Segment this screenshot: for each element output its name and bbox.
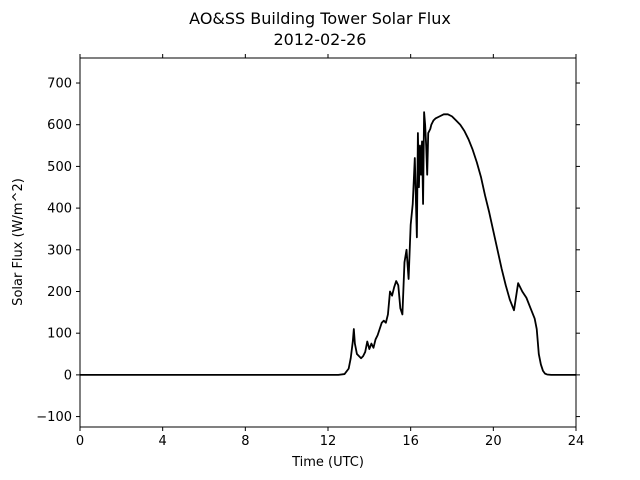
x-tick-label: 0 <box>76 434 84 449</box>
y-axis-label: Solar Flux (W/m^2) <box>11 178 26 306</box>
y-tick-label: 300 <box>47 243 72 258</box>
y-tick-label: 500 <box>47 160 72 175</box>
plot-area: 0 4 8 12 16 20 24 −100 0 100 200 300 400 500 600 700 <box>36 54 584 449</box>
y-tick-label: 200 <box>47 285 72 300</box>
x-tick-label: 12 <box>320 434 337 449</box>
x-tick-label: 16 <box>402 434 419 449</box>
y-tick-label: 0 <box>64 368 72 383</box>
x-tick-label: 20 <box>485 434 502 449</box>
x-tick-label: 8 <box>241 434 249 449</box>
x-tick-label: 24 <box>568 434 585 449</box>
x-axis-label: Time (UTC) <box>291 455 364 470</box>
y-tick-label: −100 <box>36 410 72 425</box>
y-tick-label: 600 <box>47 118 72 133</box>
y-tick-label: 400 <box>47 202 72 217</box>
chart-title: AO&SS Building Tower Solar Flux <box>189 9 451 28</box>
y-tick-label: 100 <box>47 327 72 342</box>
y-tick-label: 700 <box>47 77 72 92</box>
plot-frame <box>79 57 577 428</box>
x-tick-label: 4 <box>159 434 167 449</box>
chart-subtitle: 2012-02-26 <box>274 30 367 49</box>
series-line-0 <box>80 111 576 376</box>
